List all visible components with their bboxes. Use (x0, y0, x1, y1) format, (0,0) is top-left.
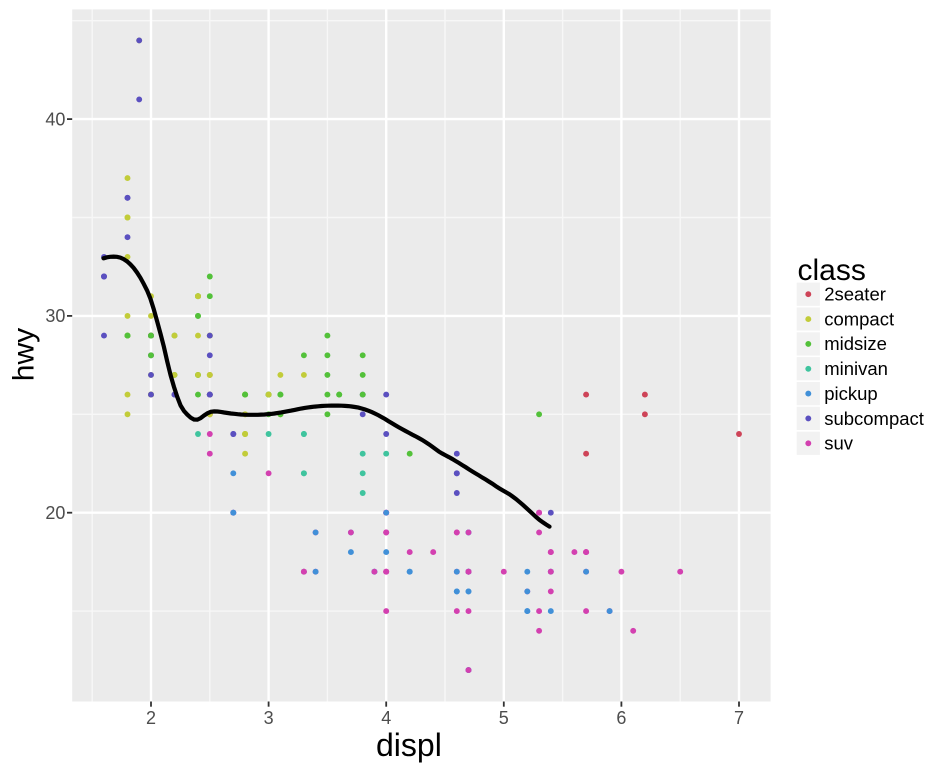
svg-text:midsize: midsize (824, 333, 887, 354)
svg-text:2seater: 2seater (824, 284, 886, 305)
svg-text:40: 40 (45, 109, 65, 129)
svg-text:4: 4 (381, 708, 391, 728)
svg-text:suv: suv (824, 433, 854, 454)
svg-text:displ: displ (376, 727, 442, 763)
svg-text:6: 6 (616, 708, 626, 728)
svg-text:pickup: pickup (824, 383, 877, 404)
svg-text:compact: compact (824, 308, 894, 329)
svg-text:subcompact: subcompact (824, 408, 924, 429)
svg-text:30: 30 (45, 306, 65, 326)
svg-text:5: 5 (499, 708, 509, 728)
svg-text:hwy: hwy (8, 328, 41, 381)
svg-text:3: 3 (264, 708, 274, 728)
svg-text:2: 2 (146, 708, 156, 728)
svg-text:7: 7 (734, 708, 744, 728)
svg-text:minivan: minivan (824, 358, 888, 379)
svg-text:20: 20 (45, 503, 65, 523)
svg-text:class: class (798, 254, 866, 287)
